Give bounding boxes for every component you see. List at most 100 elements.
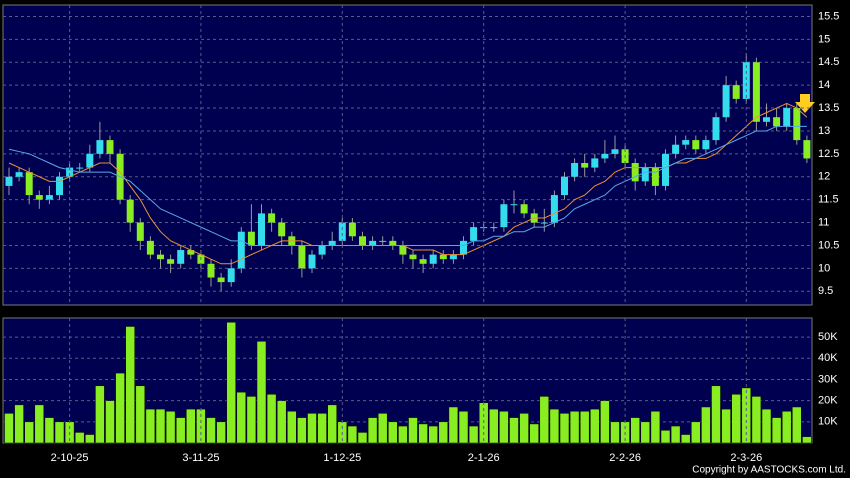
volume-bar — [95, 385, 105, 444]
volume-bar — [610, 421, 620, 444]
moving-average-line — [8, 125, 807, 246]
candle-body — [96, 140, 104, 154]
volume-bar — [115, 372, 125, 444]
candle-body — [268, 213, 276, 223]
volume-bar — [600, 400, 610, 444]
candle-body — [631, 163, 639, 182]
candle-body — [581, 163, 589, 168]
candle-body — [773, 117, 781, 127]
volume-bar — [287, 410, 297, 444]
x-tick-label: 3-11-25 — [182, 452, 219, 464]
volume-bar — [246, 396, 257, 444]
volume-bar — [388, 421, 398, 444]
y-tick-label: 40K — [818, 352, 838, 364]
volume-bar — [559, 413, 570, 444]
candle-body — [348, 222, 356, 237]
volume-bar — [458, 410, 469, 444]
volume-bar — [256, 341, 267, 444]
candle-body — [783, 108, 791, 127]
volume-bar — [165, 410, 176, 444]
volume-bar — [135, 385, 146, 444]
volume-bar — [236, 391, 247, 444]
volume-bar — [276, 400, 287, 444]
candle-body — [692, 140, 700, 150]
volume-bar — [327, 404, 337, 444]
y-tick-label: 9.5 — [818, 285, 833, 297]
volume-bar — [74, 432, 85, 444]
candle-body — [328, 240, 336, 246]
volume-bar — [4, 413, 14, 444]
volume-bar — [186, 408, 196, 444]
y-tick-label: 30K — [818, 373, 838, 385]
volume-bar — [408, 417, 418, 444]
candle-body — [86, 153, 94, 168]
candle-body — [651, 167, 659, 186]
candle-body — [702, 140, 710, 150]
volume-bar — [771, 417, 782, 444]
candle-body — [258, 213, 265, 246]
x-tick-label: 1-12-25 — [323, 452, 361, 464]
candle-body — [126, 199, 134, 223]
y-tick-label: 11.5 — [818, 194, 839, 206]
volume-bar — [24, 421, 34, 444]
candle-body — [35, 195, 43, 200]
volume-bar — [529, 423, 539, 444]
volume-bar — [569, 410, 580, 444]
volume-bar — [297, 417, 307, 444]
candle-body — [177, 250, 185, 264]
candle-body — [419, 259, 427, 264]
y-tick-label: 15.5 — [818, 10, 839, 22]
volume-bar — [357, 432, 368, 444]
candle-body — [662, 153, 669, 186]
candle-body — [247, 231, 255, 246]
volume-bar — [367, 417, 378, 444]
candle-body — [25, 172, 33, 196]
volume-bar — [701, 406, 711, 444]
volume-bar — [519, 413, 529, 444]
volume-bar — [54, 421, 65, 444]
candle-body — [763, 117, 770, 122]
candle-body — [298, 245, 306, 269]
volume-bar — [711, 385, 721, 444]
candle-body — [76, 167, 84, 169]
candle-body — [752, 62, 760, 122]
y-tick-label: 10 — [818, 262, 830, 274]
candle-body — [136, 222, 144, 241]
volume-bar — [226, 321, 236, 444]
candle-body — [510, 204, 518, 206]
candle-body — [106, 140, 114, 154]
volume-bar — [751, 396, 762, 444]
candle-body — [682, 140, 690, 145]
y-tick-label: 14.5 — [818, 56, 839, 68]
candle-body — [712, 117, 720, 141]
y-tick-label: 13.5 — [818, 102, 839, 114]
candle-body — [439, 254, 447, 260]
candle-body — [500, 204, 508, 228]
volume-bar — [802, 436, 812, 444]
y-tick-label: 10K — [818, 416, 838, 428]
volume-bar — [792, 406, 802, 444]
volume-bar — [579, 410, 590, 444]
candle-body — [732, 85, 740, 99]
candle-body — [722, 85, 730, 118]
candle-body — [611, 149, 619, 154]
candle-body — [45, 195, 53, 200]
x-tick-label: 2-1-26 — [468, 452, 500, 464]
candle-body — [470, 227, 478, 241]
x-tick-label: 2-10-25 — [51, 452, 89, 464]
y-tick-label: 11 — [818, 216, 829, 228]
volume-bar — [539, 396, 550, 444]
candle-body — [308, 254, 316, 269]
volume-bar — [489, 408, 499, 444]
y-tick-label: 12 — [818, 171, 830, 183]
volume-bar — [155, 408, 166, 444]
volume-bar — [307, 413, 317, 444]
y-tick-label: 12.5 — [818, 148, 839, 160]
y-tick-label: 14 — [818, 79, 830, 91]
volume-bar — [105, 400, 115, 444]
candle-body — [429, 254, 437, 264]
candle-body — [278, 222, 286, 237]
candle-body — [793, 108, 801, 141]
y-tick-label: 20K — [818, 395, 838, 407]
